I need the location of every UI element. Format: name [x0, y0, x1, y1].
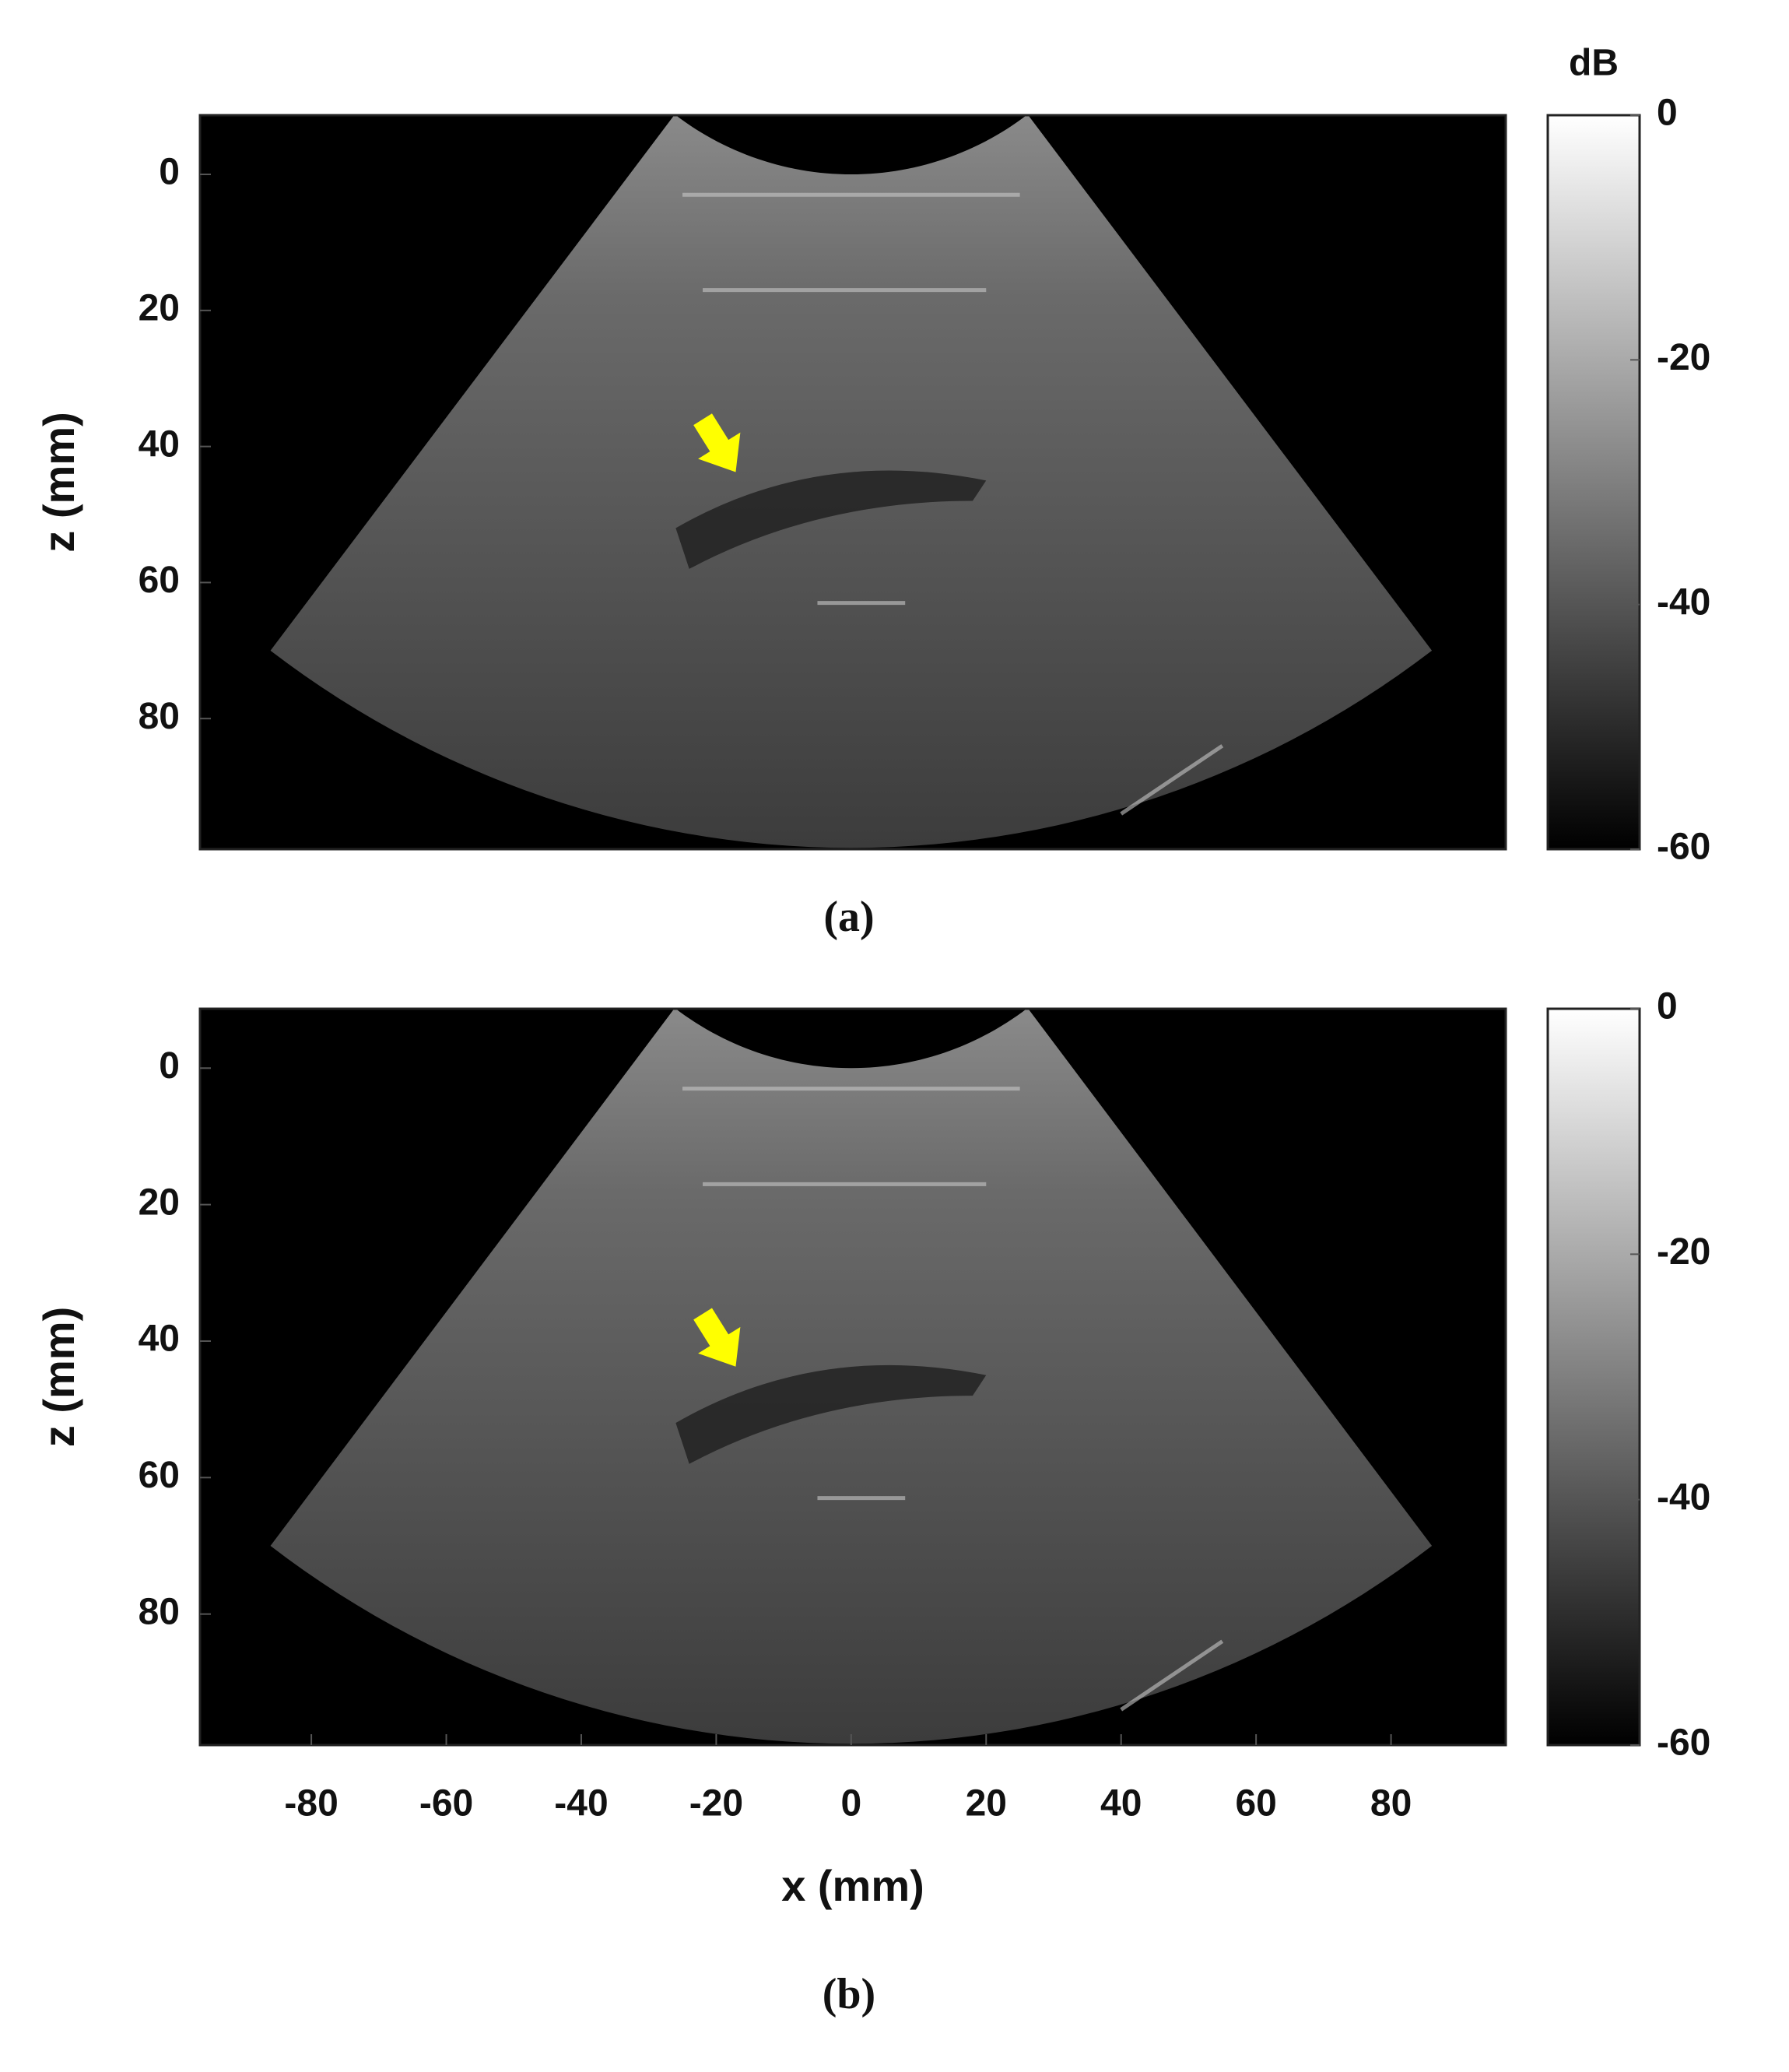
x-tick-label: -40 [554, 1783, 608, 1824]
vessel [675, 470, 987, 569]
arrow [693, 1308, 741, 1367]
colorbar-tick-label: 0 [1657, 986, 1678, 1027]
plot-frame [198, 1007, 1507, 1747]
y-tick-label: 60 [139, 1455, 180, 1496]
colorbar-label: dB [1569, 43, 1619, 84]
echo-streak [1120, 1639, 1224, 1712]
colorbar-tick-label: -60 [1657, 827, 1710, 868]
colorbar-tick-label: -40 [1657, 581, 1710, 623]
y-tick-label: 40 [139, 1319, 180, 1360]
x-tick-label: 60 [1235, 1783, 1276, 1824]
echo-streak [1120, 744, 1224, 816]
y-tick-label: 60 [139, 560, 180, 601]
y-tick-label: 20 [139, 1182, 180, 1223]
colorbar-tick-label: -40 [1657, 1477, 1710, 1518]
y-tick-label: 0 [159, 1045, 180, 1087]
arrow [693, 413, 741, 472]
x-tick-label: -60 [419, 1783, 473, 1824]
x-tick-label: 0 [840, 1783, 861, 1824]
y-tick-label: 0 [159, 152, 180, 193]
colorbar-tick-label: -20 [1657, 1231, 1710, 1273]
colorbar-tick-label: 0 [1657, 93, 1678, 134]
colorbar [1546, 1007, 1641, 1747]
x-tick-label: -20 [689, 1783, 743, 1824]
y-tick-label: 20 [139, 287, 180, 328]
y-tick-label: 40 [139, 423, 180, 465]
colorbar [1546, 114, 1641, 851]
y-axis-label: z (mm) [34, 412, 83, 552]
x-tick-label: 40 [1100, 1783, 1142, 1824]
vessel [675, 1364, 987, 1464]
x-axis-label: x (mm) [781, 1861, 924, 1910]
panel-label: (a) [823, 893, 874, 941]
y-axis-label: z (mm) [34, 1307, 83, 1447]
x-tick-label: 20 [966, 1783, 1007, 1824]
x-tick-label: 80 [1370, 1783, 1412, 1824]
plot-frame [198, 114, 1507, 851]
colorbar-tick-label: -20 [1657, 337, 1710, 378]
panel-label: (b) [823, 1970, 875, 2018]
x-tick-label: -80 [284, 1783, 338, 1824]
colorbar-tick-label: -60 [1657, 1723, 1710, 1764]
y-tick-label: 80 [139, 1591, 180, 1632]
y-tick-label: 80 [139, 696, 180, 737]
